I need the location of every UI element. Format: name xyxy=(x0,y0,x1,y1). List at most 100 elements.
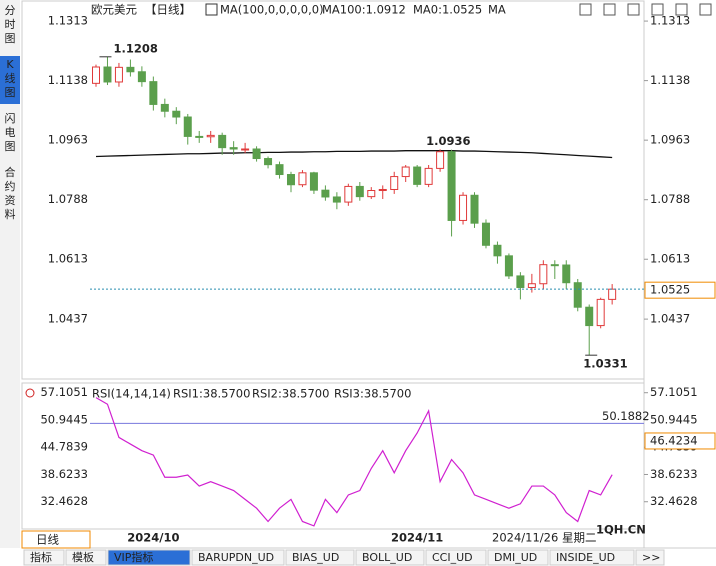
rsi-tick-label-right: 57.1051 xyxy=(650,385,698,399)
side-tab[interactable]: 约 xyxy=(5,180,16,193)
rsi-cursor-box xyxy=(644,432,716,450)
candle-body xyxy=(470,194,479,224)
price-panel xyxy=(21,0,645,380)
last-price-box xyxy=(644,281,716,299)
x-tick-label: 2024/10 xyxy=(127,531,179,545)
candle-body xyxy=(527,283,536,288)
candle-body xyxy=(275,164,284,176)
high-annotation: 1.0936 xyxy=(426,134,470,148)
candle-body xyxy=(608,288,617,300)
bottom-tab[interactable] xyxy=(285,549,355,566)
bottom-tab-label[interactable]: BARUPDN_UD xyxy=(198,551,274,564)
ma-icon xyxy=(205,3,218,16)
bottom-tab[interactable] xyxy=(107,549,191,566)
candle-body xyxy=(493,244,502,257)
candle-body xyxy=(126,66,135,73)
y-tick-label-right: 1.0788 xyxy=(650,192,690,206)
candle-body xyxy=(355,185,364,198)
side-tab[interactable]: 电 xyxy=(5,126,16,139)
candle-body xyxy=(92,66,100,84)
candle-body xyxy=(390,176,399,190)
header-symbol: 欧元美元 xyxy=(91,3,137,17)
rsi-header-rsi1: RSI1:38.5700 xyxy=(173,387,250,401)
period-box[interactable] xyxy=(21,530,91,549)
toolbar-icon[interactable] xyxy=(699,3,712,16)
candle-body xyxy=(241,148,250,151)
header-ma0: MA0:1.0525 xyxy=(413,3,482,17)
rsi-tick-label-right: 38.6233 xyxy=(650,467,698,481)
candle-body xyxy=(562,264,571,284)
candle-body xyxy=(264,158,273,166)
rsi-reference-label: 50.1882 xyxy=(602,409,650,423)
side-tab[interactable]: 资 xyxy=(5,194,16,207)
rsi-header-rsi3: RSI3:38.5700 xyxy=(334,387,411,401)
side-tab[interactable]: 图 xyxy=(5,86,16,99)
bottom-tab-label[interactable]: >> xyxy=(642,551,660,564)
left-tab-bar xyxy=(0,0,20,548)
bottom-tab-label[interactable]: BIAS_UD xyxy=(292,551,339,564)
candle-body xyxy=(344,185,353,203)
candle-body xyxy=(298,172,307,186)
candle-body xyxy=(413,166,422,185)
y-tick-label-left: 1.1313 xyxy=(48,14,88,28)
y-tick-label-right: 1.1138 xyxy=(650,73,690,87)
side-tab[interactable]: 时 xyxy=(5,18,16,31)
y-tick-label-right: 1.0437 xyxy=(650,312,690,326)
candle-body xyxy=(103,66,112,83)
candle-body xyxy=(321,189,330,198)
bottom-tab[interactable] xyxy=(65,549,107,566)
toolbar-icon[interactable] xyxy=(627,3,640,16)
period-label[interactable]: 日线 xyxy=(36,533,59,547)
toolbar-icon[interactable] xyxy=(579,3,592,16)
bottom-tab-label[interactable]: INSIDE_UD xyxy=(556,551,615,564)
y-tick-label-right: 1.0613 xyxy=(650,252,690,266)
rsi-tick-label-left: 32.4628 xyxy=(40,494,88,508)
bottom-tab-label[interactable]: BOLL_UD xyxy=(362,551,412,564)
rsi-tick-label-right: 50.9445 xyxy=(650,412,698,426)
bottom-tab[interactable] xyxy=(549,549,635,566)
rsi-tick-label-left: 57.1051 xyxy=(40,385,88,399)
y-tick-label-right: 1.1313 xyxy=(650,14,690,28)
bottom-tab-label[interactable]: 指标 xyxy=(30,550,52,564)
side-tab[interactable]: 图 xyxy=(5,140,16,153)
bottom-tab[interactable] xyxy=(425,549,487,566)
side-tab[interactable]: 料 xyxy=(5,207,16,221)
candle-body xyxy=(286,174,295,186)
candle-body xyxy=(504,255,513,277)
toolbar-icon[interactable] xyxy=(675,3,688,16)
toolbar-icon[interactable] xyxy=(651,3,664,16)
side-tab[interactable]: 合 xyxy=(5,165,16,179)
bottom-tab-label[interactable]: 模板 xyxy=(72,550,94,564)
candle-body xyxy=(218,134,227,149)
y-tick-label-right: 1.0963 xyxy=(650,133,690,147)
last-price-label: 1.0525 xyxy=(650,283,690,297)
side-tab[interactable]: 分 xyxy=(5,4,16,17)
candle-body xyxy=(252,148,261,160)
bottom-tab-label[interactable]: DMI_UD xyxy=(494,551,537,564)
side-tab[interactable]: 图 xyxy=(5,32,16,45)
header-ma_spec: MA(100,0,0,0,0,0) xyxy=(220,3,324,17)
bottom-tab[interactable] xyxy=(23,549,65,566)
bottom-tab-label[interactable]: VIP指标 xyxy=(114,550,153,564)
side-tab[interactable]: K xyxy=(6,58,14,71)
candle-body xyxy=(160,103,169,112)
bottom-tab[interactable] xyxy=(191,549,285,566)
candle-body xyxy=(516,275,525,288)
side-tab-active xyxy=(0,56,20,104)
bottom-tab[interactable] xyxy=(487,549,549,566)
y-tick-label-left: 1.0788 xyxy=(48,192,88,206)
side-tab[interactable]: 闪 xyxy=(5,111,16,125)
rsi-icon xyxy=(25,388,35,398)
candle-body xyxy=(229,147,238,150)
bottom-tab[interactable] xyxy=(355,549,425,566)
candle-body xyxy=(550,264,559,267)
candle-body xyxy=(309,172,318,191)
candle-body xyxy=(424,167,433,185)
bottom-tab-label[interactable]: CCI_UD xyxy=(432,551,473,564)
side-tab[interactable]: 线 xyxy=(5,71,16,85)
cursor-date: 2024/11/26 星期二 xyxy=(492,531,596,545)
bottom-tab[interactable] xyxy=(635,549,665,566)
candle-body xyxy=(401,166,410,178)
toolbar-icon[interactable] xyxy=(603,3,616,16)
candle-body xyxy=(573,282,582,308)
